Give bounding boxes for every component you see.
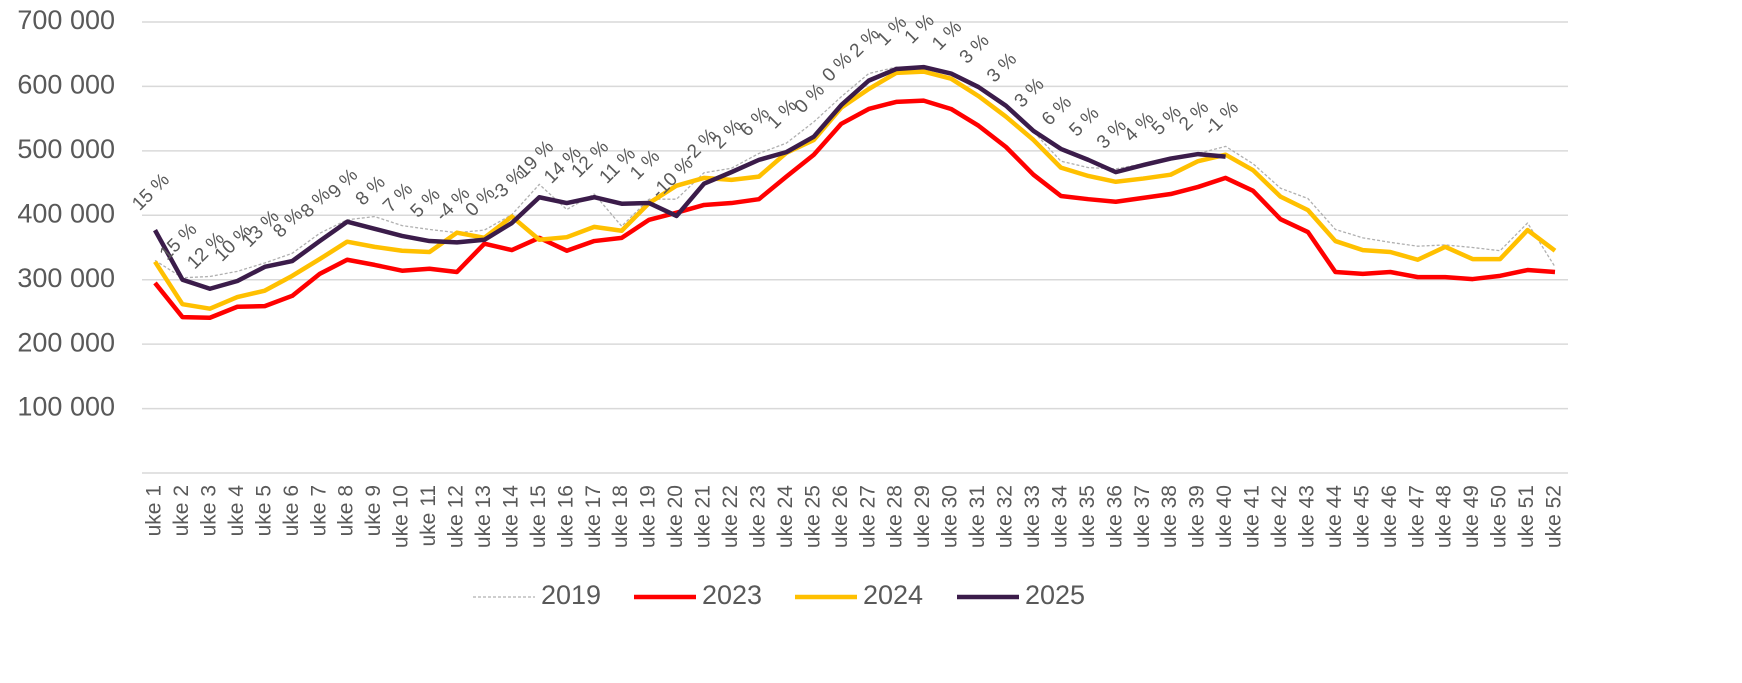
data-label: 3 % — [983, 49, 1021, 87]
y-tick-label: 500 000 — [17, 134, 115, 164]
x-tick-label: uke 18 — [609, 485, 632, 548]
x-tick-label: uke 29 — [911, 485, 934, 548]
x-tick-label: uke 7 — [307, 485, 330, 536]
legend-label: 2019 — [541, 580, 601, 610]
x-tick-label: uke 19 — [637, 485, 660, 548]
y-tick-label: 100 000 — [17, 392, 115, 422]
series-line — [153, 69, 1557, 311]
x-tick-label: uke 28 — [884, 485, 907, 548]
x-tick-label: uke 20 — [664, 485, 687, 548]
x-tick-label: uke 5 — [252, 485, 275, 536]
x-tick-label: uke 16 — [554, 485, 577, 548]
x-tick-label: uke 24 — [774, 485, 797, 548]
x-tick-label: uke 23 — [746, 485, 769, 548]
data-label: -1 % — [1200, 97, 1243, 140]
x-tick-label: uke 11 — [417, 485, 440, 547]
y-tick-label: 200 000 — [17, 327, 115, 357]
x-tick-label: uke 34 — [1048, 485, 1071, 548]
x-tick-label: uke 2 — [170, 485, 193, 536]
data-label: 15 % — [128, 169, 174, 215]
x-tick-label: uke 49 — [1460, 485, 1483, 548]
x-tick-label: uke 33 — [1021, 485, 1044, 548]
data-label: 3 % — [1011, 74, 1049, 112]
x-tick-label: uke 46 — [1378, 485, 1401, 548]
x-tick-label: uke 30 — [939, 485, 962, 548]
x-tick-label: uke 13 — [472, 485, 495, 548]
x-tick-label: uke 38 — [1158, 485, 1181, 548]
x-tick-label: uke 50 — [1488, 485, 1511, 548]
x-tick-label: uke 3 — [197, 485, 220, 536]
x-tick-label: uke 14 — [499, 485, 522, 548]
x-tick-label: uke 15 — [527, 485, 550, 548]
x-tick-label: uke 44 — [1323, 485, 1346, 548]
series-line — [154, 66, 1556, 279]
x-tick-label: uke 31 — [966, 485, 989, 548]
x-tick-label: uke 35 — [1076, 485, 1099, 548]
x-tick-label: uke 4 — [225, 485, 248, 537]
x-tick-label: uke 41 — [1241, 485, 1264, 548]
x-tick-label: uke 48 — [1433, 485, 1456, 548]
series-line — [153, 98, 1556, 320]
x-tick-label: uke 17 — [582, 485, 605, 548]
x-tick-label: uke 45 — [1350, 485, 1373, 548]
data-label: 0 % — [818, 48, 856, 86]
legend-label: 2023 — [702, 580, 762, 610]
x-tick-label: uke 43 — [1295, 485, 1318, 548]
y-tick-label: 400 000 — [17, 198, 115, 228]
series-line — [153, 64, 1226, 291]
y-tick-label: 300 000 — [17, 263, 115, 293]
x-tick-label: uke 37 — [1131, 485, 1154, 548]
x-tick-label: uke 32 — [994, 485, 1017, 548]
x-tick-label: uke 25 — [801, 485, 824, 548]
x-tick-label: uke 47 — [1405, 485, 1428, 548]
y-tick-label: 600 000 — [17, 70, 115, 100]
legend-label: 2025 — [1025, 580, 1085, 610]
x-tick-label: uke 1 — [143, 485, 166, 536]
x-tick-label: uke 10 — [390, 485, 413, 548]
x-tick-label: uke 26 — [829, 485, 852, 548]
x-tick-label: uke 21 — [692, 485, 715, 548]
x-tick-label: uke 9 — [362, 485, 385, 536]
x-tick-label: uke 27 — [856, 485, 879, 548]
x-tick-label: uke 22 — [719, 485, 742, 548]
legend-label: 2024 — [863, 580, 923, 610]
y-tick-label: 700 000 — [17, 5, 115, 35]
x-tick-label: uke 52 — [1543, 485, 1566, 548]
x-tick-label: uke 51 — [1515, 485, 1538, 548]
x-tick-label: uke 40 — [1213, 485, 1236, 548]
x-tick-label: uke 39 — [1186, 485, 1209, 548]
x-tick-label: uke 8 — [335, 485, 358, 536]
x-tick-label: uke 12 — [445, 485, 468, 548]
x-tick-label: uke 36 — [1103, 485, 1126, 548]
x-tick-label: uke 6 — [280, 485, 303, 536]
x-tick-label: uke 42 — [1268, 485, 1291, 548]
